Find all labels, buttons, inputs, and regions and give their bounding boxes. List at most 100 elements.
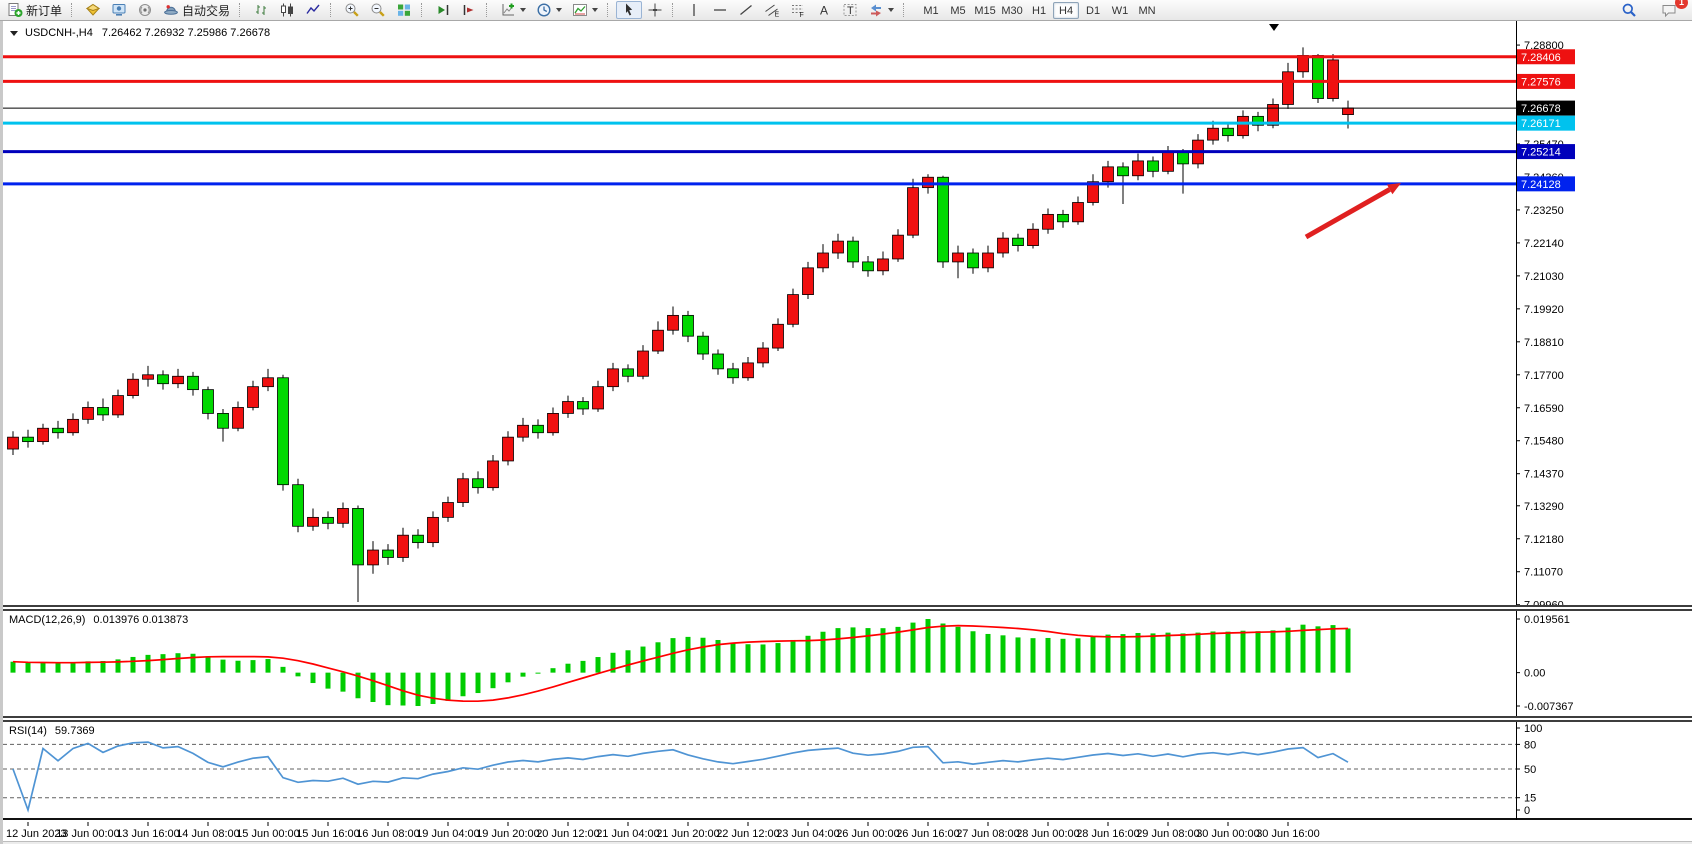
svg-text:23 Jun 04:00: 23 Jun 04:00	[776, 828, 840, 840]
time-axis[interactable]: 12 Jun 2023 13 Jun 00:00 13 Jun 16:00 14 Ju…	[3, 822, 1692, 841]
terminal-button[interactable]	[106, 1, 132, 19]
toolbar-grip	[672, 3, 678, 17]
indicators-dropdown-caret	[520, 8, 527, 12]
svg-text:7.15480: 7.15480	[1524, 436, 1564, 448]
new-order-button[interactable]: 新订单	[2, 1, 67, 19]
chart-shift-marker[interactable]	[1269, 24, 1279, 31]
new-order-label: 新订单	[26, 3, 63, 18]
svg-text:26 Jun 00:00: 26 Jun 00:00	[836, 828, 900, 840]
svg-text:30 Jun 16:00: 30 Jun 16:00	[1256, 828, 1320, 840]
timeframe-m1-button[interactable]: M1	[923, 4, 939, 17]
autotrading-label: 自动交易	[182, 3, 231, 18]
svg-text:21 Jun 20:00: 21 Jun 20:00	[656, 828, 720, 840]
svg-text:20 Jun 12:00: 20 Jun 12:00	[536, 828, 600, 840]
templates-dropdown-caret	[592, 8, 599, 12]
svg-text:28 Jun 16:00: 28 Jun 16:00	[1076, 828, 1140, 840]
svg-text:15 Jun 16:00: 15 Jun 16:00	[296, 828, 360, 840]
zoom-out-button[interactable]	[365, 1, 391, 19]
autotrading-button[interactable]: 自动交易	[158, 1, 235, 19]
main-chart-pane[interactable]: 7.288007.254707.243607.232507.221407.210…	[3, 21, 1692, 605]
chart-window: 7.288007.254707.243607.232507.221407.210…	[0, 21, 1692, 844]
svg-text:16 Jun 08:00: 16 Jun 08:00	[356, 828, 420, 840]
svg-text:7.28406: 7.28406	[1521, 52, 1561, 64]
auto-scroll-icon	[438, 5, 449, 15]
svg-text:7.26171: 7.26171	[1521, 118, 1561, 130]
svg-text:7.24128: 7.24128	[1521, 179, 1561, 191]
svg-text:15 Jun 00:00: 15 Jun 00:00	[236, 828, 300, 840]
label-icon: T	[843, 4, 857, 17]
metaeditor-button[interactable]	[80, 1, 106, 19]
svg-text:7.17700: 7.17700	[1524, 370, 1564, 382]
svg-text:7.19920: 7.19920	[1524, 304, 1564, 316]
svg-text:7.13290: 7.13290	[1524, 501, 1564, 513]
chart-candles-button[interactable]	[274, 1, 300, 19]
svg-text:E: E	[775, 12, 780, 19]
strategy-tester-button[interactable]	[132, 1, 158, 19]
svg-text:7.18810: 7.18810	[1524, 337, 1564, 349]
cursor-tool-button[interactable]	[616, 1, 643, 19]
chart-shift-button[interactable]	[456, 1, 482, 19]
crosshair-tool-button[interactable]	[642, 1, 668, 19]
chart-bars-button[interactable]	[248, 1, 274, 19]
signal-icon	[139, 4, 152, 16]
macd-indicator-pane[interactable]: 0.019561 0.00 -0.007367 MACD(12,26,9) 0.01…	[3, 611, 1692, 716]
search-button[interactable]	[1616, 1, 1642, 19]
pane-splitter[interactable]	[3, 716, 1692, 722]
svg-text:0: 0	[1524, 805, 1530, 817]
text-tool-button[interactable]: A	[811, 1, 837, 19]
main-chart-plot: 7.288007.254707.243607.232507.221407.210…	[3, 21, 1575, 605]
equidistant-channel-tool-button[interactable]: E	[759, 1, 785, 19]
timeframe-m5-button[interactable]: M5	[950, 4, 966, 17]
svg-text:19 Jun 20:00: 19 Jun 20:00	[476, 828, 540, 840]
macd-name: MACD(12,26,9)	[9, 614, 86, 626]
candles-chart-icon	[281, 3, 294, 17]
text-label-tool-button[interactable]: T	[837, 1, 863, 19]
cursor-icon	[626, 3, 633, 16]
toolbar-grip	[903, 3, 909, 17]
fibonacci-tool-button[interactable]: F	[785, 1, 811, 19]
timeframe-h4-button[interactable]: H4	[1053, 1, 1080, 19]
toolbar-grip	[330, 3, 336, 17]
svg-text:22 Jun 12:00: 22 Jun 12:00	[716, 828, 780, 840]
macd-label: MACD(12,26,9) 0.013976 0.013873	[9, 614, 188, 626]
timeframe-h1-button[interactable]: H1	[1032, 4, 1047, 17]
notifications-button[interactable]: 1	[1656, 0, 1688, 19]
svg-text:80: 80	[1524, 739, 1536, 751]
timeframe-m30-button[interactable]: M30	[1001, 4, 1023, 17]
crosshair-icon	[648, 3, 662, 17]
timeframe-mn-button[interactable]: MN	[1138, 4, 1156, 17]
indicators-icon	[502, 3, 515, 16]
templates-button[interactable]	[567, 1, 603, 19]
tile-windows-button[interactable]	[391, 1, 417, 19]
line-chart-icon	[306, 4, 320, 14]
zoom-out-icon	[371, 3, 385, 17]
chart-line-button[interactable]	[300, 1, 326, 19]
svg-text:7.27576: 7.27576	[1521, 76, 1561, 88]
pane-splitter[interactable]	[3, 605, 1692, 611]
vertical-line-tool-button[interactable]	[681, 1, 707, 19]
arrows-tool-button[interactable]	[863, 1, 899, 19]
timeframe-d1-button[interactable]: D1	[1086, 4, 1101, 17]
rsi-indicator-pane[interactable]: 100 80 50 15 0 RSI(14) 59.7369	[3, 722, 1692, 820]
timeframe-w1-button[interactable]: W1	[1111, 4, 1129, 17]
bars-chart-icon	[256, 5, 267, 15]
timeframe-m15-button[interactable]: M15	[974, 4, 996, 17]
toolbar-right: 1	[1616, 0, 1688, 19]
timeframe-bar: M1 M5 M15 M30 H1 H4 D1 W1 MN	[918, 1, 1161, 19]
chart-title-expand-icon[interactable]	[10, 30, 18, 36]
periods-button[interactable]	[531, 1, 567, 19]
svg-text:13 Jun 00:00: 13 Jun 00:00	[56, 828, 120, 840]
zoom-in-button[interactable]	[339, 1, 365, 19]
tile-windows-icon	[398, 4, 411, 16]
svg-text:7.16590: 7.16590	[1524, 403, 1564, 415]
svg-text:F: F	[800, 12, 804, 18]
auto-scroll-button[interactable]	[430, 1, 456, 19]
horizontal-line-tool-button[interactable]	[707, 1, 733, 19]
autotrading-hat-icon	[164, 5, 178, 15]
indicators-button[interactable]	[495, 1, 531, 19]
svg-text:7.28800: 7.28800	[1524, 40, 1564, 52]
trendline-tool-button[interactable]	[733, 1, 759, 19]
zoom-in-icon	[345, 3, 359, 17]
arrows-icon	[871, 4, 882, 17]
toolbar-grip	[71, 3, 77, 17]
